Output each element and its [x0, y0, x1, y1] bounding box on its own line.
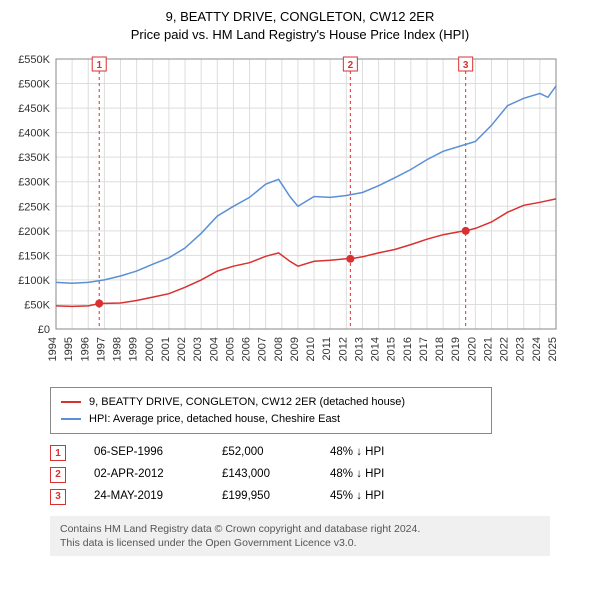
- legend-label: 9, BEATTY DRIVE, CONGLETON, CW12 2ER (de…: [89, 394, 405, 411]
- svg-text:2003: 2003: [192, 337, 204, 361]
- marker-badge: 2: [50, 467, 66, 483]
- legend-item: HPI: Average price, detached house, Ches…: [61, 411, 481, 428]
- table-row: 3 24-MAY-2019 £199,950 45% ↓ HPI: [50, 486, 590, 508]
- svg-text:1995: 1995: [63, 337, 75, 361]
- svg-text:2001: 2001: [160, 337, 172, 361]
- svg-text:2000: 2000: [144, 337, 156, 361]
- footer-attribution: Contains HM Land Registry data © Crown c…: [50, 516, 550, 556]
- svg-text:£450K: £450K: [18, 103, 50, 115]
- svg-text:2015: 2015: [386, 337, 398, 361]
- svg-text:£500K: £500K: [18, 79, 50, 91]
- svg-text:3: 3: [463, 60, 469, 71]
- transaction-table: 1 06-SEP-1996 £52,000 48% ↓ HPI 2 02-APR…: [50, 442, 590, 508]
- tx-price: £143,000: [222, 464, 302, 486]
- svg-text:£400K: £400K: [18, 128, 50, 140]
- svg-text:£350K: £350K: [18, 152, 50, 164]
- footer-line-2: This data is licensed under the Open Gov…: [60, 536, 540, 550]
- svg-text:2025: 2025: [547, 337, 559, 361]
- svg-text:2012: 2012: [337, 337, 349, 361]
- svg-text:2023: 2023: [515, 337, 527, 361]
- table-row: 2 02-APR-2012 £143,000 48% ↓ HPI: [50, 464, 590, 486]
- tx-delta: 48% ↓ HPI: [330, 464, 430, 486]
- svg-text:1997: 1997: [95, 337, 107, 361]
- svg-text:1998: 1998: [112, 337, 124, 361]
- chart-title: 9, BEATTY DRIVE, CONGLETON, CW12 2ER Pri…: [10, 8, 590, 43]
- svg-text:2010: 2010: [305, 337, 317, 361]
- chart-container: 9, BEATTY DRIVE, CONGLETON, CW12 2ER Pri…: [0, 0, 600, 562]
- tx-price: £52,000: [222, 442, 302, 464]
- chart-plot: £0 £50K £100K £150K £200K £250K £300K £350K £400…: [10, 49, 590, 379]
- svg-text:2009: 2009: [289, 337, 301, 361]
- marker-badge: 1: [50, 445, 66, 461]
- svg-text:2008: 2008: [273, 337, 285, 361]
- svg-text:2018: 2018: [434, 337, 446, 361]
- svg-text:2002: 2002: [176, 337, 188, 361]
- legend-item: 9, BEATTY DRIVE, CONGLETON, CW12 2ER (de…: [61, 394, 481, 411]
- svg-text:2013: 2013: [353, 337, 365, 361]
- svg-text:1996: 1996: [79, 337, 91, 361]
- svg-text:2011: 2011: [321, 337, 333, 361]
- legend-swatch: [61, 401, 81, 403]
- svg-text:2022: 2022: [499, 337, 511, 361]
- svg-text:£200K: £200K: [18, 226, 50, 238]
- title-line-1: 9, BEATTY DRIVE, CONGLETON, CW12 2ER: [10, 8, 590, 26]
- svg-text:1994: 1994: [47, 337, 59, 361]
- svg-text:2019: 2019: [450, 337, 462, 361]
- svg-text:2016: 2016: [402, 337, 414, 361]
- tx-date: 24-MAY-2019: [94, 486, 194, 508]
- svg-text:2021: 2021: [482, 337, 494, 361]
- svg-text:£550K: £550K: [18, 54, 50, 66]
- svg-text:2005: 2005: [224, 337, 236, 361]
- svg-text:2004: 2004: [208, 337, 220, 361]
- svg-text:£100K: £100K: [18, 275, 50, 287]
- tx-date: 02-APR-2012: [94, 464, 194, 486]
- footer-line-1: Contains HM Land Registry data © Crown c…: [60, 522, 540, 536]
- svg-text:£0: £0: [38, 324, 50, 336]
- svg-text:2007: 2007: [257, 337, 269, 361]
- tx-delta: 45% ↓ HPI: [330, 486, 430, 508]
- legend-swatch: [61, 418, 81, 420]
- tx-delta: 48% ↓ HPI: [330, 442, 430, 464]
- tx-price: £199,950: [222, 486, 302, 508]
- svg-text:2014: 2014: [370, 337, 382, 361]
- svg-text:2017: 2017: [418, 337, 430, 361]
- table-row: 1 06-SEP-1996 £52,000 48% ↓ HPI: [50, 442, 590, 464]
- svg-text:£250K: £250K: [18, 201, 50, 213]
- svg-text:2020: 2020: [466, 337, 478, 361]
- svg-text:2006: 2006: [241, 337, 253, 361]
- svg-text:2024: 2024: [531, 337, 543, 361]
- svg-text:£50K: £50K: [24, 300, 50, 312]
- svg-text:2: 2: [348, 60, 354, 71]
- svg-text:£300K: £300K: [18, 177, 50, 189]
- line-chart-svg: £0 £50K £100K £150K £200K £250K £300K £350K £400…: [10, 49, 570, 379]
- legend-label: HPI: Average price, detached house, Ches…: [89, 411, 340, 428]
- tx-date: 06-SEP-1996: [94, 442, 194, 464]
- svg-text:1: 1: [96, 60, 102, 71]
- svg-text:£150K: £150K: [18, 250, 50, 262]
- title-line-2: Price paid vs. HM Land Registry's House …: [10, 26, 590, 44]
- legend: 9, BEATTY DRIVE, CONGLETON, CW12 2ER (de…: [50, 387, 492, 434]
- svg-text:1999: 1999: [128, 337, 140, 361]
- marker-badge: 3: [50, 489, 66, 505]
